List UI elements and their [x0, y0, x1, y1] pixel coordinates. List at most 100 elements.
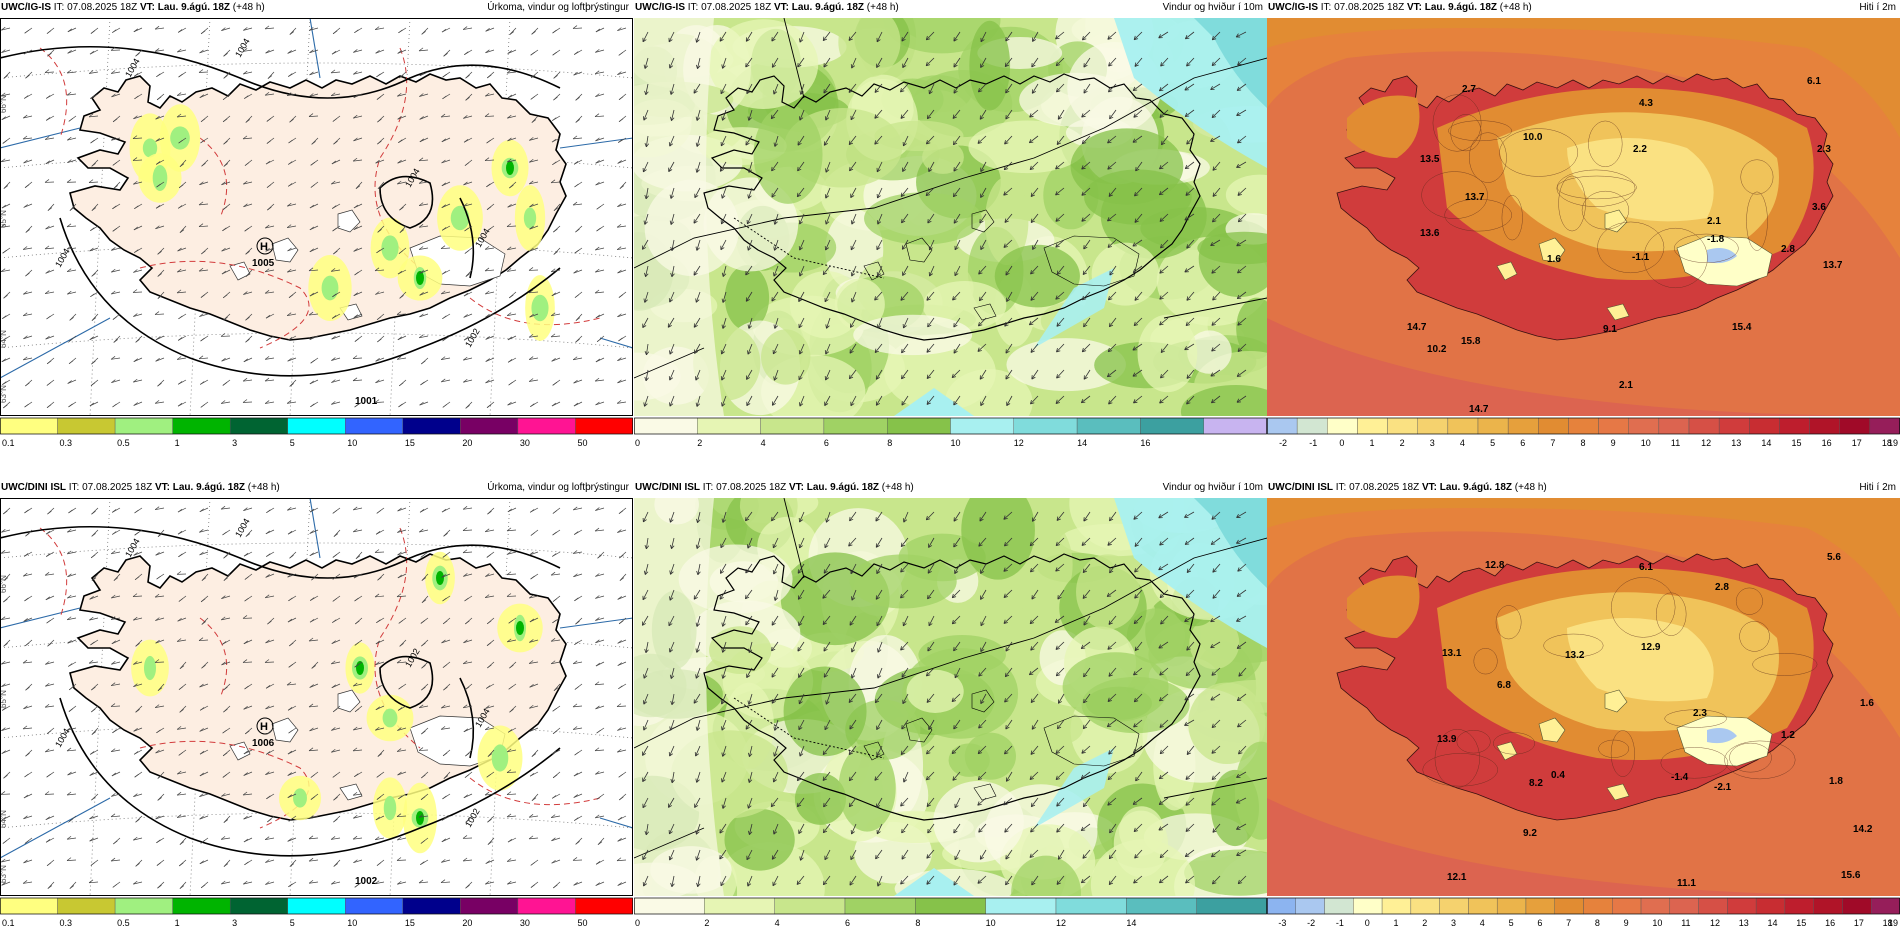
valid-time: Lau. 9.ágú. 18Z — [1424, 2, 1497, 13]
svg-text:1006: 1006 — [252, 738, 275, 749]
model-name: UWC/IG-IS — [1, 2, 51, 13]
colorbar-tick: 30 — [520, 438, 530, 448]
temperature-value: 2.8 — [1715, 582, 1729, 593]
colorbar-segment — [517, 897, 576, 915]
colorbar-segment — [844, 897, 916, 915]
init-prefix: IT: — [687, 2, 699, 13]
glacier-outline — [1043, 235, 1140, 287]
colorbar-tick: 10 — [1641, 438, 1651, 448]
colorbar-segment — [1749, 417, 1780, 435]
temperature-value: 13.2 — [1565, 650, 1585, 661]
wind-arrows — [641, 511, 1247, 888]
temperature-value: -1.8 — [1707, 234, 1725, 245]
panel-title: Vindur og hviður í 10m — [1162, 482, 1263, 493]
region-boundaries — [634, 18, 1267, 379]
temperature-value: 2.7 — [1462, 84, 1476, 95]
colorbar-segment — [1809, 417, 1840, 435]
colorbar-segment — [1598, 417, 1629, 435]
valid-time: Lau. 9.ágú. 18Z — [157, 2, 230, 13]
lead-time: (+48 h) — [1514, 482, 1547, 493]
glacier — [337, 689, 361, 713]
forecast-panel-wind: UWC/DINI ISL IT: 07.08.2025 18Z VT: Lau.… — [634, 480, 1267, 932]
glacier — [271, 717, 299, 743]
forecast-panel-temp: UWC/IG-IS IT: 07.08.2025 18Z VT: Lau. 9.… — [1267, 0, 1900, 452]
panel-title: Úrkoma, vindur og loftþrýstingur — [487, 2, 629, 13]
colorbar-segment — [287, 417, 346, 435]
precip-areas — [129, 104, 555, 341]
colorbar-tick: 9 — [1611, 438, 1616, 448]
colorbar-tick: 14 — [1126, 918, 1136, 928]
colorbar-tick: 30 — [520, 918, 530, 928]
lead-time: (+48 h) — [1499, 2, 1532, 13]
colorbar-segment — [1869, 417, 1900, 435]
model-name: UWC/DINI ISL — [635, 482, 700, 493]
temperature-value: 13.7 — [1823, 260, 1843, 271]
glacier-cold — [1604, 209, 1628, 233]
colorbar-tick: 11 — [1681, 918, 1690, 928]
colorbar-canvas: 0.1 0.3 0.5 1 3 5 10 15 20 30 50 — [0, 897, 633, 928]
colorbar-segment — [1554, 897, 1584, 915]
colorbar-segment — [1755, 897, 1786, 915]
colorbar-tick: 14 — [1077, 438, 1087, 448]
init-prefix: IT: — [1335, 482, 1347, 493]
colorbar-tick: 1 — [1393, 918, 1398, 928]
svg-text:H: H — [260, 721, 268, 733]
colorbar-segment — [57, 897, 116, 915]
latitude-label: 64°N — [0, 810, 8, 828]
svg-text:H: H — [260, 241, 268, 253]
colorbar-segment — [1669, 897, 1699, 915]
colorbar-segment — [575, 897, 633, 915]
colorbar-tick: 12 — [1701, 438, 1711, 448]
init-time: 07.08.2025 18Z — [67, 2, 138, 13]
colorbar-tick: 0.1 — [2, 438, 15, 448]
panel-header: UWC/DINI ISL IT: 07.08.2025 18Z VT: Lau.… — [0, 480, 633, 496]
colorbar-segment — [1727, 897, 1757, 915]
colorbar-segment — [114, 417, 173, 435]
colorbar-tick: 8 — [887, 438, 892, 448]
temperature-value: 2.3 — [1693, 708, 1707, 719]
glacier-outline — [863, 261, 885, 281]
map-canvas: 100410041004100210041002H1006100266°N65°… — [0, 498, 633, 896]
colorbar-tick: 50 — [577, 918, 587, 928]
colorbar-tick: 8 — [915, 918, 920, 928]
temperature-value: 1.2 — [1781, 730, 1795, 741]
init-time: 07.08.2025 18Z — [1349, 482, 1420, 493]
temperature-value: 6.8 — [1497, 680, 1511, 691]
colorbar-tick: 10 — [347, 918, 357, 928]
colorbar-canvas: 0 2 4 6 8 10 12 14 — [634, 897, 1267, 928]
temperature-value: 13.1 — [1442, 648, 1462, 659]
colorbar-tick: 10 — [951, 438, 961, 448]
colorbar-labels: 0 2 4 6 8 10 12 14 16 — [635, 438, 1150, 448]
colorbar-segment — [1538, 417, 1569, 435]
temperature-value: 2.8 — [1781, 244, 1795, 255]
colorbar-tick: 20 — [462, 918, 472, 928]
colorbar-tick: 13 — [1739, 918, 1749, 928]
colorbar-tick: 14 — [1768, 918, 1778, 928]
colorbar-segment — [915, 897, 986, 915]
colorbar-tick: 15 — [405, 918, 415, 928]
temperature-value: 1.8 — [1829, 776, 1843, 787]
colorbar-tick: 5 — [290, 918, 295, 928]
wind-barbs — [0, 25, 627, 409]
colorbar-segment — [1410, 897, 1440, 915]
map-frame — [0, 18, 633, 416]
colorbar-tick: -1 — [1309, 438, 1317, 448]
colorbar-segment — [1267, 897, 1296, 915]
colorbar-tick: 12 — [1014, 438, 1024, 448]
glacier — [229, 261, 251, 281]
colorbar-labels: 0 2 4 6 8 10 12 14 — [635, 918, 1136, 928]
colorbar-segment — [985, 897, 1057, 915]
colorbar-tick: 18 — [1882, 438, 1892, 448]
colorbar-tick: 11 — [1671, 438, 1680, 448]
latitude-label: 64°N — [0, 330, 8, 348]
wind-arrows — [641, 31, 1247, 407]
colorbar-tick: 1 — [175, 918, 180, 928]
glacier-cold — [1496, 261, 1518, 281]
colorbar-segment — [1013, 417, 1078, 435]
colorbar-segment — [460, 417, 519, 435]
panel-title: Hiti í 2m — [1859, 2, 1896, 13]
colorbar-segment — [114, 897, 173, 915]
colorbar-segment — [0, 417, 58, 435]
colorbar-segment — [1658, 417, 1690, 435]
